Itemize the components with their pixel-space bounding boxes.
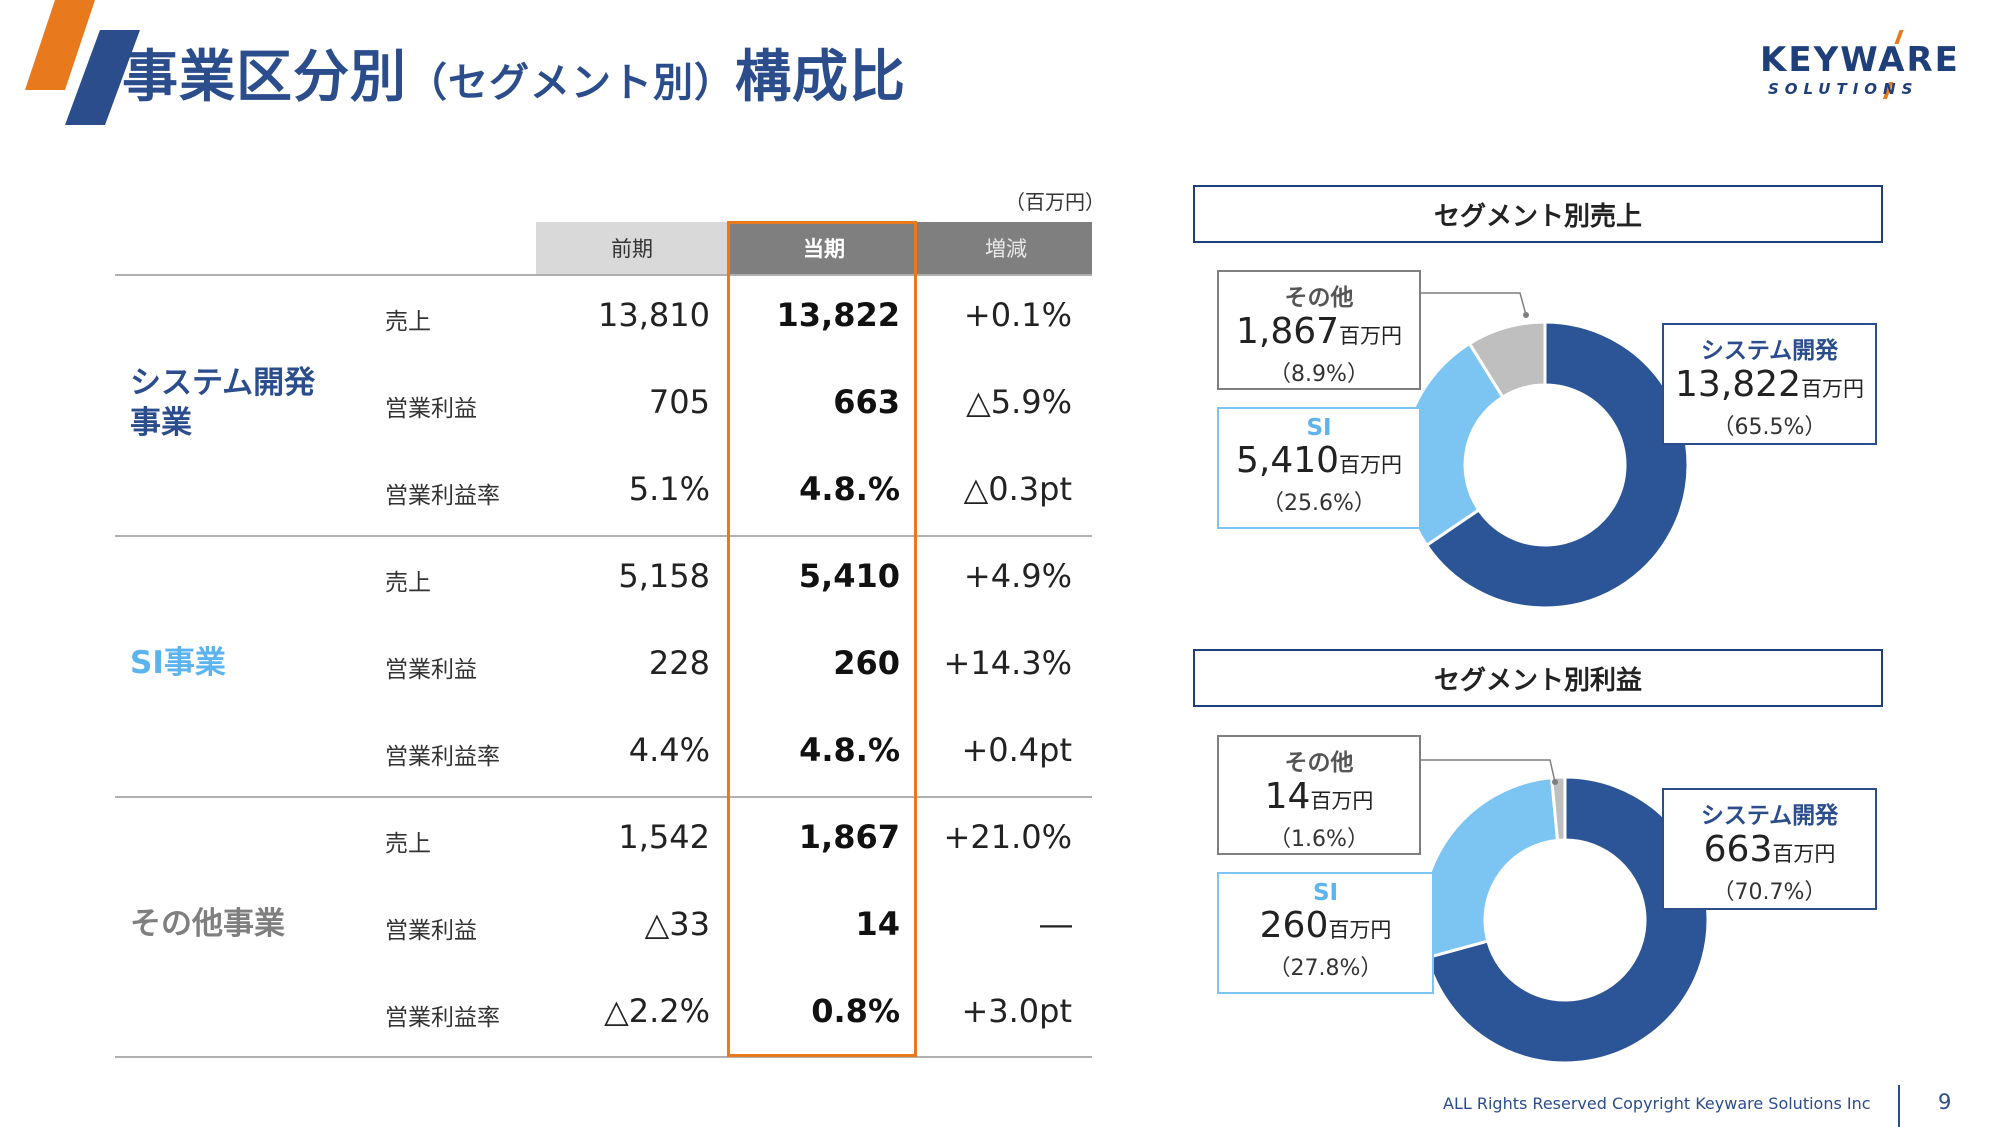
cell-prev: 705: [648, 383, 710, 421]
value-label: 5,410: [1235, 440, 1340, 481]
cell-current: 260: [833, 644, 900, 682]
value-label: 13,822: [1675, 364, 1801, 405]
metric-label: 売上: [385, 309, 431, 335]
metric-label: 営業利益率: [385, 483, 500, 509]
label-si-sales: SI 5,410百万円 （25.6%）: [1217, 407, 1421, 529]
unit-label: 百万円: [1339, 324, 1403, 348]
segment-name-other: その他事業: [130, 906, 285, 942]
chart-title-profit: セグメント別利益: [1193, 649, 1883, 707]
segment-name-si: SI事業: [130, 645, 226, 681]
cell-diff: △0.3pt: [963, 470, 1072, 508]
current-period-highlight: [727, 221, 917, 1057]
cell-prev: 1,542: [618, 818, 710, 856]
series-name: システム開発: [1700, 803, 1839, 829]
segment-name-system: システム開発 事業: [130, 365, 316, 441]
series-name: SI: [1306, 415, 1332, 441]
value-label: 14: [1264, 776, 1311, 817]
donut-slice-1: [1420, 775, 1560, 960]
cell-current: 0.8%: [811, 992, 900, 1030]
column-header-diff: 増減: [920, 222, 1092, 274]
cell-current: 13,822: [776, 296, 900, 334]
unit-label: （百万円）: [1005, 190, 1105, 214]
metric-label: 売上: [385, 831, 431, 857]
series-name: SI: [1312, 880, 1339, 906]
cell-prev: 13,810: [598, 296, 710, 334]
value-label: 663: [1703, 829, 1773, 870]
metric-label: 営業利益率: [385, 744, 500, 770]
metric-label: 営業利益率: [385, 1005, 500, 1031]
cell-diff: △5.9%: [966, 383, 1072, 421]
table-divider: [115, 274, 1092, 276]
column-header-prev: 前期: [536, 222, 728, 274]
cell-current: 14: [855, 905, 900, 943]
pct-label: （27.8%）: [1268, 956, 1383, 981]
cell-prev: 5.1%: [628, 470, 710, 508]
leader-line: [1420, 759, 1558, 785]
series-name: その他: [1284, 750, 1354, 776]
cell-diff: ―: [1040, 905, 1072, 943]
table-divider: [115, 535, 1092, 537]
footer-divider: [1898, 1085, 1900, 1127]
chart-title-sales: セグメント別売上: [1193, 185, 1883, 243]
logo-slash-graphic: [25, 0, 140, 125]
page-number: 9: [1938, 1090, 1952, 1114]
donut-slice-2: [1549, 775, 1567, 842]
series-name: その他: [1284, 285, 1354, 311]
cell-current: 5,410: [798, 557, 900, 595]
donut-slice-2: [1467, 320, 1547, 400]
table-divider: [115, 1056, 1092, 1058]
cell-diff: +4.9%: [963, 557, 1072, 595]
pct-label: （1.6%）: [1269, 827, 1369, 852]
leader-line: [1420, 292, 1529, 318]
pct-label: （65.5%）: [1712, 415, 1827, 440]
metric-label: 営業利益: [385, 657, 477, 683]
cell-current: 4.8.%: [799, 731, 900, 769]
series-name: システム開発: [1700, 338, 1839, 364]
cell-current: 4.8.%: [799, 470, 900, 508]
cell-prev: 4.4%: [628, 731, 710, 769]
cell-prev: 5,158: [618, 557, 710, 595]
cell-diff: +14.3%: [943, 644, 1072, 682]
company-logo: KEYWARE SOLUTIONS: [1760, 30, 1980, 100]
cell-diff: +21.0%: [943, 818, 1072, 856]
metric-label: 売上: [385, 570, 431, 596]
pct-label: （70.7%）: [1712, 880, 1827, 905]
label-si-profit: SI 260百万円 （27.8%）: [1217, 872, 1434, 994]
cell-diff: +0.1%: [963, 296, 1072, 334]
cell-diff: +3.0pt: [961, 992, 1072, 1030]
metric-label: 営業利益: [385, 918, 477, 944]
unit-label: 百万円: [1339, 453, 1403, 477]
copyright-text: ALL Rights Reserved Copyright Keyware So…: [1443, 1094, 1871, 1113]
cell-prev: △2.2%: [604, 992, 710, 1030]
cell-current: 663: [833, 383, 900, 421]
page-title: 事業区分別（セグメント別）構成比: [122, 45, 906, 110]
pct-label: （8.9%）: [1269, 362, 1369, 387]
unit-label: 百万円: [1328, 918, 1392, 942]
pct-label: （25.6%）: [1262, 491, 1376, 516]
label-system-profit: システム開発 663百万円 （70.7%）: [1662, 788, 1877, 910]
value-label: 1,867: [1235, 311, 1340, 352]
label-system-sales: システム開発 13,822百万円 （65.5%）: [1662, 323, 1877, 445]
cell-current: 1,867: [798, 818, 900, 856]
metric-label: 営業利益: [385, 396, 477, 422]
cell-prev: △33: [644, 905, 710, 943]
column-header-current: 当期: [728, 222, 920, 274]
table-divider: [115, 796, 1092, 798]
cell-diff: +0.4pt: [961, 731, 1072, 769]
label-other-profit: その他 14百万円 （1.6%）: [1217, 735, 1421, 855]
value-label: 260: [1259, 905, 1329, 946]
cell-prev: 228: [648, 644, 710, 682]
unit-label: 百万円: [1310, 789, 1374, 813]
unit-label: 百万円: [1800, 377, 1864, 401]
label-other-sales: その他 1,867百万円 （8.9%）: [1217, 270, 1421, 390]
donut-chart-sales: [1400, 320, 1690, 610]
unit-label: 百万円: [1772, 842, 1836, 866]
